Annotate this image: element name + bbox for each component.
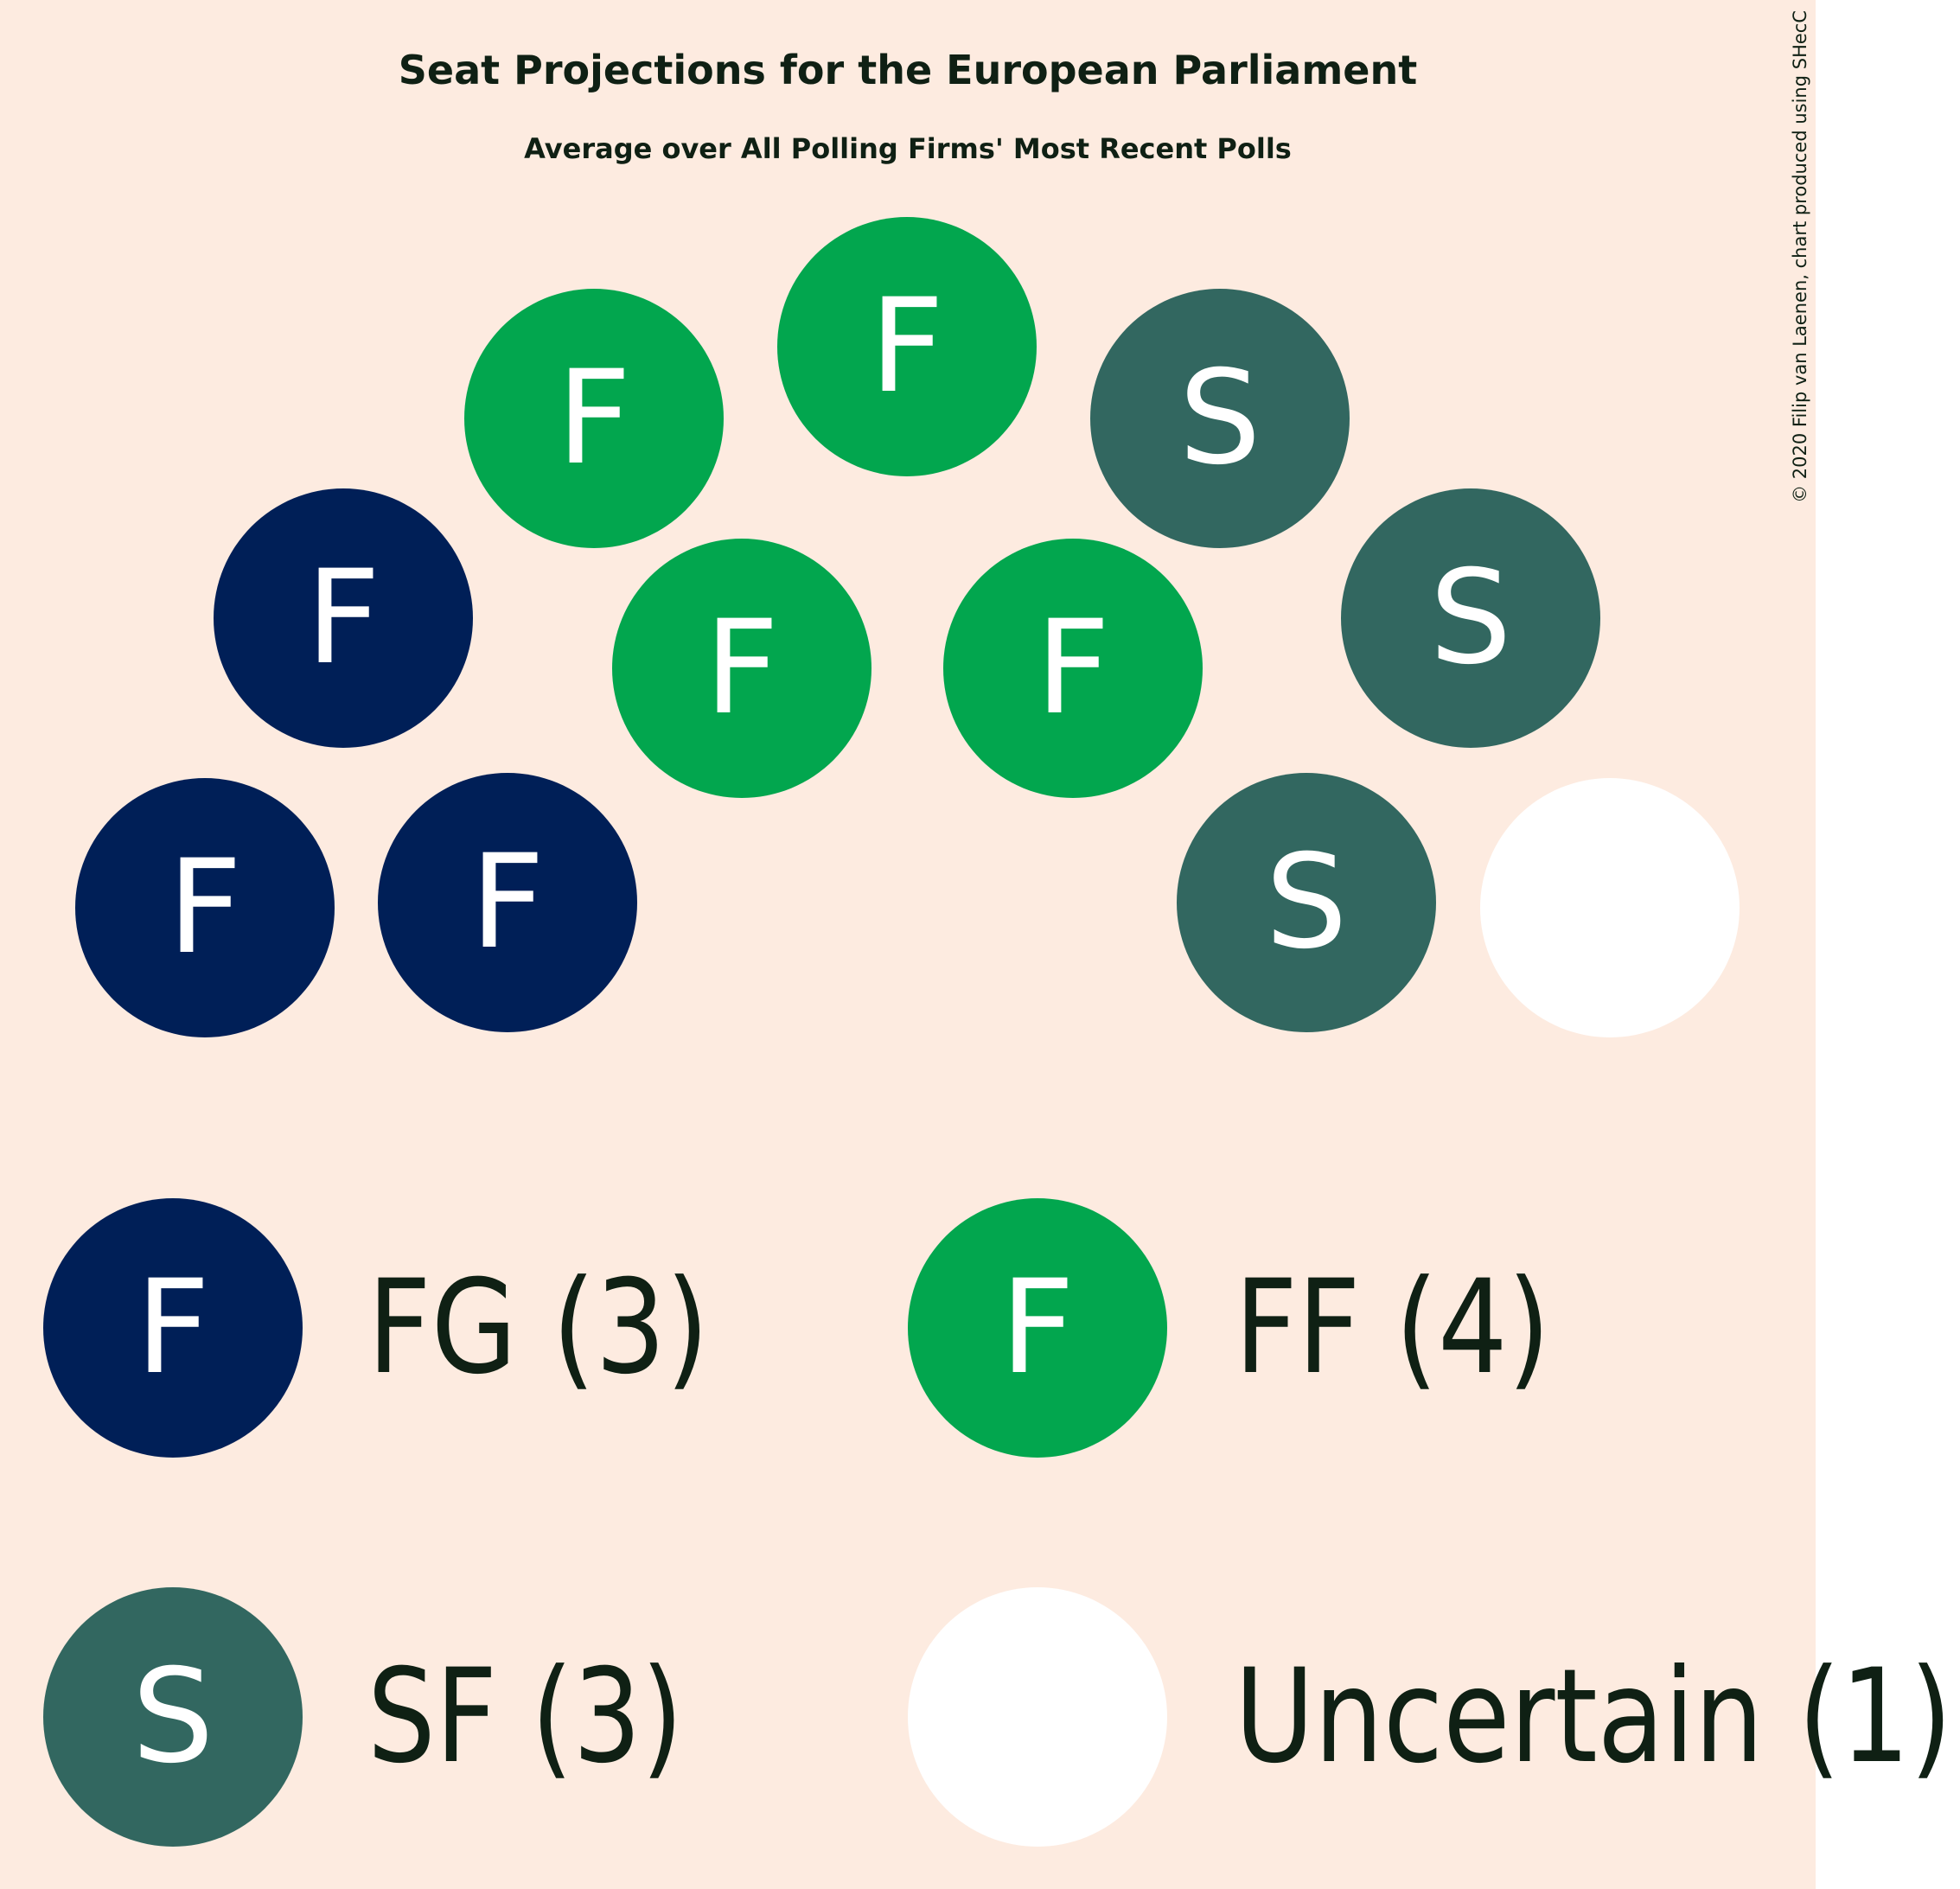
seat-circle [378, 773, 637, 1032]
seat-letter: S [1429, 543, 1511, 693]
legend-letter: F [136, 1253, 210, 1403]
seat-circle [1480, 778, 1740, 1037]
legend-item-ff: F FF (4) [908, 1198, 1550, 1458]
legend-item-fg: F FG (3) [43, 1198, 709, 1458]
legend-label: FF (4) [1235, 1253, 1550, 1403]
legend-label: FG (3) [367, 1253, 709, 1403]
seat-circle [75, 778, 335, 1037]
seat-fg: F [214, 488, 473, 748]
legend-swatch [43, 1198, 303, 1458]
seat-circle [214, 488, 473, 748]
legend-label: SF (3) [367, 1642, 683, 1792]
seat-letter: S [1265, 827, 1347, 978]
seat-ff: F [777, 217, 1037, 476]
seat-letter: F [870, 271, 944, 422]
seat-letter: F [470, 827, 545, 978]
seat-letter: S [1178, 343, 1261, 494]
seat-letter: F [557, 343, 631, 494]
seat-fg: F [75, 778, 335, 1037]
seat-fg: F [378, 773, 637, 1032]
legend-swatch [43, 1587, 303, 1847]
legend-item-sf: S SF (3) [43, 1587, 683, 1847]
seat-sf: S [1177, 773, 1436, 1032]
seat-circle [777, 217, 1037, 476]
seat-circle [943, 539, 1203, 798]
seat-circle [1341, 488, 1600, 748]
chart-credit: © 2020 Filip van Laenen, chart produced … [1790, 10, 1810, 503]
seat-uncertain [1480, 778, 1740, 1037]
legend-swatch [908, 1198, 1167, 1458]
seat-circle [612, 539, 871, 798]
legend-item-uncertain: Uncertain (1) [908, 1587, 1952, 1847]
legend: F FG (3) F FF (4) S SF (3) Uncertain (1) [43, 1198, 1952, 1847]
legend-letter: S [131, 1642, 214, 1792]
chart-subtitle: Average over All Polling Firms' Most Rec… [524, 132, 1292, 165]
legend-letter: F [1000, 1253, 1075, 1403]
legend-swatch [908, 1587, 1167, 1847]
seat-ff: F [943, 539, 1203, 798]
seat-ff: F [464, 289, 724, 548]
seat-sf: S [1341, 488, 1600, 748]
seat-circle [1090, 289, 1350, 548]
seat-circle [464, 289, 724, 548]
seat-sf: S [1090, 289, 1350, 548]
seat-letter: F [168, 833, 242, 983]
seat-letter: F [1036, 593, 1110, 743]
seat-letter: F [705, 593, 779, 743]
seat-ff: F [612, 539, 871, 798]
seat-letter: F [306, 543, 380, 693]
chart-title: Seat Projections for the European Parlia… [399, 47, 1417, 93]
seat-circle [1177, 773, 1436, 1032]
legend-label: Uncertain (1) [1235, 1642, 1952, 1792]
